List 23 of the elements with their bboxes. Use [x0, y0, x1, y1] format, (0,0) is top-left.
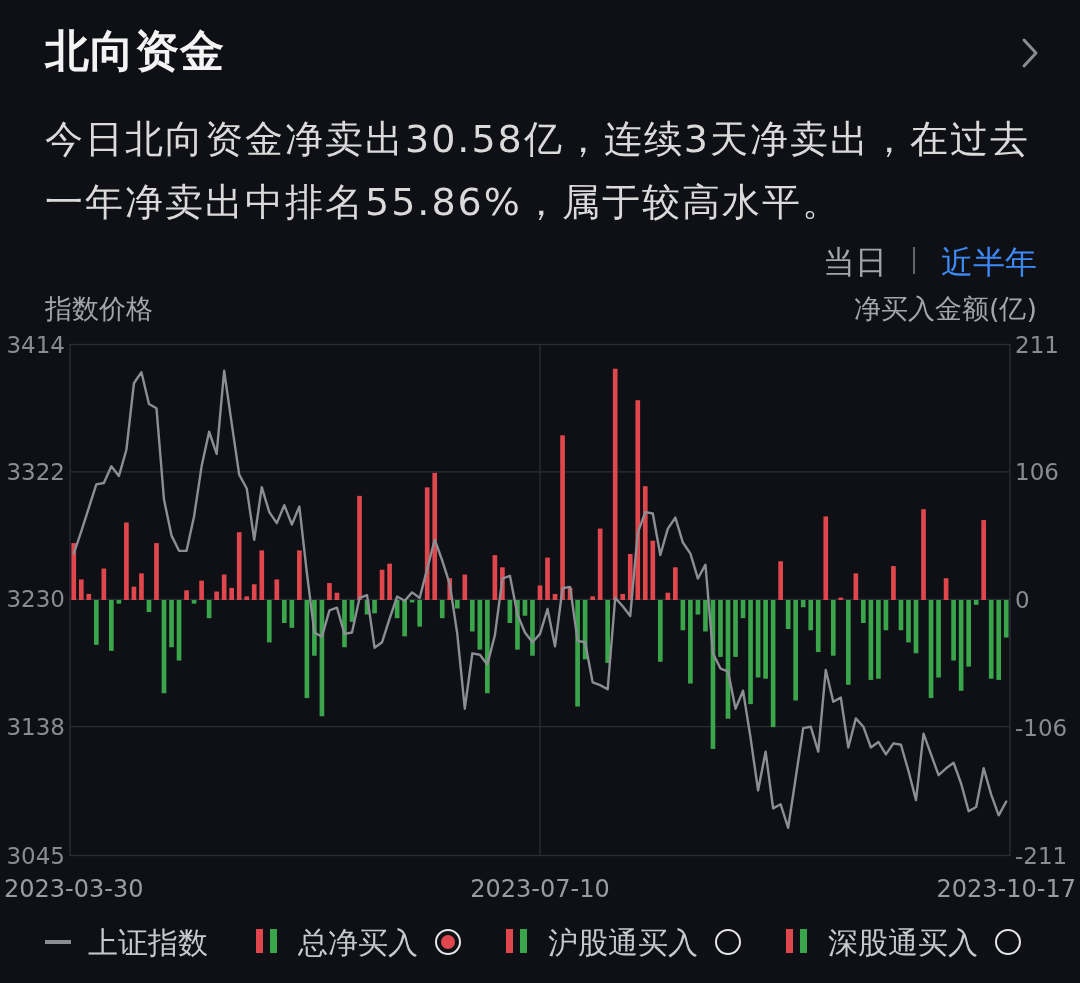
x-tick-label: 2023-10-17: [936, 875, 1076, 903]
y-tick-label: 3322: [6, 458, 65, 485]
y-tick-label: 3414: [6, 331, 65, 358]
x-tick-label: 2023-07-10: [470, 875, 610, 903]
y2-tick-label: 211: [1015, 331, 1059, 358]
text: 沪股通买入: [548, 925, 698, 960]
text: 近半年: [941, 243, 1037, 281]
x-tick-label: 2023-03-30: [4, 875, 144, 903]
text: 当日: [823, 243, 887, 281]
y-tick-label: 3045: [6, 842, 65, 869]
y-tick-label: 3230: [6, 586, 65, 613]
y-tick-label: 3138: [6, 713, 65, 740]
y2-tick-label: 0: [1015, 587, 1030, 613]
chart-title: 北向资金: [45, 24, 225, 78]
chart-subtitle: 今日北向资金净卖出30.58亿，连续3天净卖出，在过去一年净卖出中排名55.86%，属于较高水平。: [45, 116, 1031, 226]
y2-tick-label: -211: [1015, 842, 1068, 869]
y-axis-title: 指数价格: [44, 293, 153, 324]
y2-axis-title: 净买入金额(亿): [853, 293, 1037, 324]
legend-label: 总净买入: [297, 925, 418, 960]
legend-label: 上证指数: [88, 925, 208, 960]
y2-tick-label: -106: [1015, 715, 1068, 742]
text: 深股通买入: [828, 925, 978, 960]
y2-tick-label: 106: [1015, 458, 1059, 485]
